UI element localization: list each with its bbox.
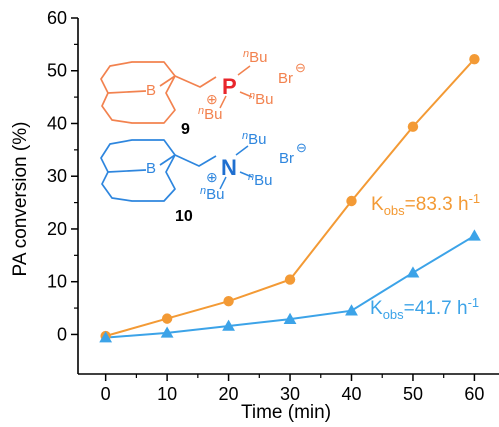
data-point-10 — [160, 326, 174, 338]
br-charge-10: ⊖ — [296, 140, 307, 155]
kobs-k-10: K — [370, 298, 383, 319]
x-tick-label: 0 — [101, 384, 111, 404]
y-tick-label: 0 — [57, 324, 67, 344]
center-atom-10: N — [221, 155, 237, 180]
y-axis-title: PA conversion (%) — [10, 122, 31, 277]
kobs-annotation-10: Kobs=41.7 h-1 — [370, 295, 479, 322]
y-tick-label: 40 — [47, 113, 67, 133]
n-prefix-10-c: n — [200, 185, 206, 197]
bu-9-c: Bu — [204, 106, 222, 123]
x-tick-label: 60 — [464, 384, 484, 404]
bu-9-b: Bu — [255, 91, 273, 108]
data-point-9 — [223, 296, 234, 307]
substituent-9-b: nBu — [249, 90, 273, 108]
series-markers — [99, 53, 481, 343]
alkyl-chain-9 — [159, 75, 217, 88]
data-point-9 — [346, 195, 357, 207]
structure-10 — [100, 139, 217, 202]
data-point-9 — [469, 53, 480, 65]
axes: 0 10 20 30 40 50 60 0 10 20 30 40 50 60 — [47, 8, 499, 404]
kobs-sub-10: obs — [383, 307, 404, 322]
n-prefix-10-b: n — [248, 171, 254, 183]
substituent-9-c: nBu — [198, 105, 222, 123]
kobs-annotation-9: Kobs=83.3 h-1 — [371, 191, 480, 218]
n-prefix-10-a: n — [242, 130, 248, 142]
y-tick-label: 50 — [47, 61, 67, 81]
data-point-10 — [468, 229, 481, 241]
charge-symbol-10: ⊕ — [206, 169, 218, 185]
compound-label-9: 9 — [181, 121, 190, 138]
n-bonds-10 — [219, 145, 253, 190]
p-bonds-9 — [219, 65, 253, 109]
y-tick-label: 20 — [47, 219, 67, 239]
br-charge-9: ⊖ — [295, 60, 306, 75]
bu-10-a: Bu — [248, 131, 266, 148]
data-point-10 — [283, 312, 297, 324]
n-prefix-9-c: n — [198, 105, 204, 117]
kobs-value-10: =41.7 h — [404, 298, 468, 319]
data-point-10 — [99, 331, 113, 343]
counterion-10: Br⊖ — [279, 140, 307, 167]
alkyl-chain-10 — [159, 154, 217, 167]
data-point-9 — [284, 274, 296, 285]
data-point-10 — [345, 304, 358, 316]
substituent-9-a: nBu — [243, 48, 267, 66]
bu-10-c: Bu — [206, 186, 224, 203]
x-tick-label: 30 — [280, 384, 300, 404]
structure-9 — [100, 61, 217, 124]
data-point-9 — [161, 313, 173, 324]
data-point-10 — [222, 319, 235, 331]
x-tick-label: 40 — [341, 384, 361, 404]
n-prefix-9-b: n — [249, 90, 255, 102]
x-tick-label: 50 — [403, 384, 423, 404]
kobs-k-9: K — [371, 194, 384, 215]
kobs-value-9: =83.3 h — [405, 194, 469, 215]
kobs-sup-10: -1 — [468, 295, 480, 310]
x-tick-label: 20 — [219, 384, 239, 404]
counterion-9: Br⊖ — [278, 60, 306, 87]
boron-label-9: B — [146, 82, 156, 99]
substituent-10-b: nBu — [248, 171, 272, 189]
bicyclic-ring-9 — [100, 61, 176, 124]
y-tick-label: 10 — [47, 272, 67, 292]
center-atom-9: P — [222, 74, 237, 99]
bu-10-b: Bu — [254, 172, 272, 189]
substituent-10-a: nBu — [242, 130, 266, 148]
data-point-10 — [406, 266, 420, 278]
data-point-9 — [407, 121, 419, 132]
br-10: Br — [279, 150, 294, 167]
y-tick-label: 60 — [47, 8, 67, 28]
kobs-sub-9: obs — [384, 203, 405, 218]
y-tick-label: 30 — [47, 166, 67, 186]
charge-symbol-9: ⊕ — [206, 91, 218, 107]
n-prefix-9-a: n — [243, 48, 249, 60]
boron-label-10: B — [146, 160, 156, 177]
x-axis-title: Time (min) — [241, 402, 331, 423]
bicyclic-ring-10 — [100, 139, 176, 202]
bu-9-a: Bu — [249, 49, 267, 66]
compound-label-10: 10 — [175, 208, 193, 225]
kobs-sup-9: -1 — [469, 191, 481, 206]
substituent-10-c: nBu — [200, 185, 224, 203]
br-9: Br — [278, 70, 293, 87]
x-tick-label: 10 — [157, 384, 177, 404]
